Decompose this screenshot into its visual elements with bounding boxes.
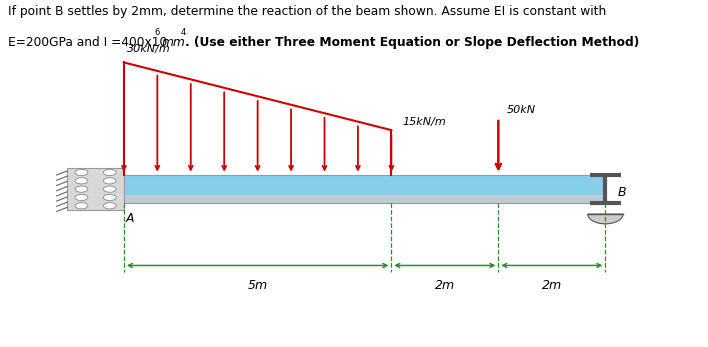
Circle shape xyxy=(103,186,116,192)
Text: 15kN/m: 15kN/m xyxy=(402,117,446,127)
Polygon shape xyxy=(67,168,124,210)
Text: B: B xyxy=(618,186,627,199)
Text: If point B settles by 2mm, determine the reaction of the beam shown. Assume EI i: If point B settles by 2mm, determine the… xyxy=(8,5,607,18)
Circle shape xyxy=(103,169,116,176)
Text: 4: 4 xyxy=(181,28,185,37)
Circle shape xyxy=(75,169,88,176)
Polygon shape xyxy=(124,175,605,195)
Text: 30kN/m: 30kN/m xyxy=(127,44,171,54)
Text: 2m: 2m xyxy=(542,279,562,292)
Polygon shape xyxy=(124,195,605,203)
Text: A: A xyxy=(126,212,135,225)
Text: 50kN: 50kN xyxy=(507,104,536,115)
Circle shape xyxy=(103,194,116,201)
Circle shape xyxy=(103,178,116,184)
Circle shape xyxy=(75,203,88,209)
Polygon shape xyxy=(588,214,623,224)
Text: 2m: 2m xyxy=(435,279,455,292)
Text: . (Use either Three Moment Equation or Slope Deflection Method): . (Use either Three Moment Equation or S… xyxy=(185,36,640,49)
Circle shape xyxy=(75,186,88,192)
Circle shape xyxy=(103,203,116,209)
Circle shape xyxy=(75,194,88,201)
Text: 5m: 5m xyxy=(248,279,268,292)
Circle shape xyxy=(75,178,88,184)
Text: mm: mm xyxy=(161,36,185,49)
Text: 6: 6 xyxy=(154,28,160,37)
Text: E=200GPa and I =400x10: E=200GPa and I =400x10 xyxy=(8,36,168,49)
